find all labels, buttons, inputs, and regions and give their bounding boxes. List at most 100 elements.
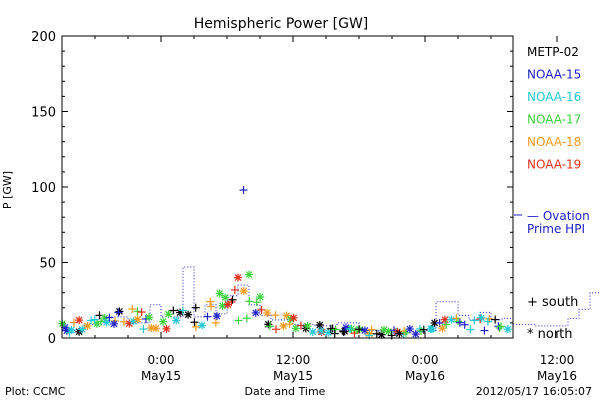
marker-stroke [252, 309, 260, 317]
plot-timestamp: 2012/05/17 16:05:07 [476, 385, 592, 398]
data-point [230, 285, 239, 294]
marker-stroke [216, 289, 224, 297]
marker-stroke [380, 326, 388, 334]
data-point [251, 308, 260, 317]
data-point [164, 310, 173, 319]
marker-stroke [101, 314, 109, 322]
marker-stroke [385, 328, 392, 336]
data-point [346, 325, 355, 334]
data-point [234, 316, 243, 325]
marker-stroke [219, 302, 226, 310]
marker-stroke [290, 314, 298, 322]
marker-stroke [256, 293, 264, 301]
marker-stroke [477, 314, 485, 322]
data-point [503, 325, 512, 334]
data-point [115, 307, 124, 316]
marker-legend-entry: + south [527, 295, 578, 310]
data-point [114, 308, 123, 317]
plot-credit: Plot: CCMC [5, 385, 66, 398]
marker-legend-entry: * north [527, 327, 573, 342]
data-point [252, 298, 261, 307]
data-point [137, 308, 146, 317]
ovation-hpi-line [62, 266, 600, 333]
legend-entry: NOAA-17 [527, 113, 581, 127]
data-point [221, 293, 230, 302]
data-point [212, 312, 221, 321]
y-tick-label: 150 [31, 106, 56, 121]
marker-stroke [448, 316, 455, 324]
data-point [360, 326, 369, 335]
marker-stroke [145, 313, 153, 321]
ovation-legend-line2: Prime HPI [527, 222, 585, 236]
marker-stroke [152, 324, 160, 332]
y-tick-label: 50 [39, 257, 56, 272]
x-axis-label: Date and Time [245, 385, 326, 398]
data-point [172, 316, 181, 325]
data-point [256, 292, 265, 301]
data-point [67, 325, 76, 334]
data-point [496, 322, 505, 331]
data-point [191, 322, 200, 331]
data-point [78, 325, 87, 334]
marker-stroke [84, 322, 91, 330]
data-point [324, 328, 333, 337]
data-point [405, 324, 414, 333]
data-point [491, 315, 500, 324]
data-point [438, 324, 447, 333]
data-point [271, 311, 280, 320]
ovation-legend-line1: — Ovation [527, 209, 590, 223]
marker-stroke [342, 324, 350, 331]
marker-stroke [198, 321, 206, 329]
data-point [454, 317, 463, 326]
data-point [211, 318, 220, 327]
marker-stroke [406, 325, 414, 333]
data-point [285, 320, 294, 329]
data-point [223, 300, 232, 309]
marker-stroke [438, 324, 446, 332]
data-point [341, 323, 350, 332]
data-point [315, 320, 324, 329]
data-point [239, 186, 248, 195]
marker-stroke [61, 323, 69, 331]
legend-entry: NOAA-15 [527, 68, 581, 82]
x-tick-time-label: 0:00 [148, 353, 175, 367]
data-point [162, 324, 171, 333]
x-tick-date-label: May15 [141, 369, 181, 383]
data-point [87, 316, 96, 325]
marker-stroke [68, 326, 75, 334]
data-point [455, 318, 464, 327]
series-legend: METP-02 NOAA-15 NOAA-16 NOAA-17 NOAA-18 NOAA-… [527, 45, 581, 172]
chart-title: Hemispheric Power [GW] [194, 16, 369, 32]
data-point [264, 320, 273, 329]
marker-stroke [283, 312, 291, 320]
data-point [239, 287, 248, 296]
data-point [480, 326, 489, 335]
data-point [228, 295, 237, 304]
data-point [90, 315, 99, 324]
data-point [483, 317, 492, 326]
data-point [447, 315, 456, 324]
axis-ticks: 0 50 100 150 200 0:00 May15 12:00 May15 0:00 May16… [31, 30, 577, 383]
marker-legend: + south * north [527, 295, 578, 342]
marker-stroke [292, 324, 300, 332]
data-point [105, 313, 114, 322]
marker-stroke [75, 316, 83, 324]
data-point [367, 325, 376, 334]
data-point [159, 317, 168, 326]
legend-entry: NOAA-16 [527, 90, 581, 104]
marker-stroke [221, 294, 229, 301]
data-point [460, 320, 469, 329]
data-point [279, 321, 288, 330]
data-point [110, 319, 119, 328]
data-point [184, 310, 193, 319]
data-point [289, 313, 298, 322]
data-point [355, 325, 364, 334]
marker-stroke [280, 322, 287, 330]
marker-stroke [412, 330, 420, 338]
data-point [191, 303, 200, 312]
data-point [245, 297, 254, 306]
x-tick-date-label: May16 [537, 369, 577, 383]
marker-stroke [234, 274, 242, 282]
